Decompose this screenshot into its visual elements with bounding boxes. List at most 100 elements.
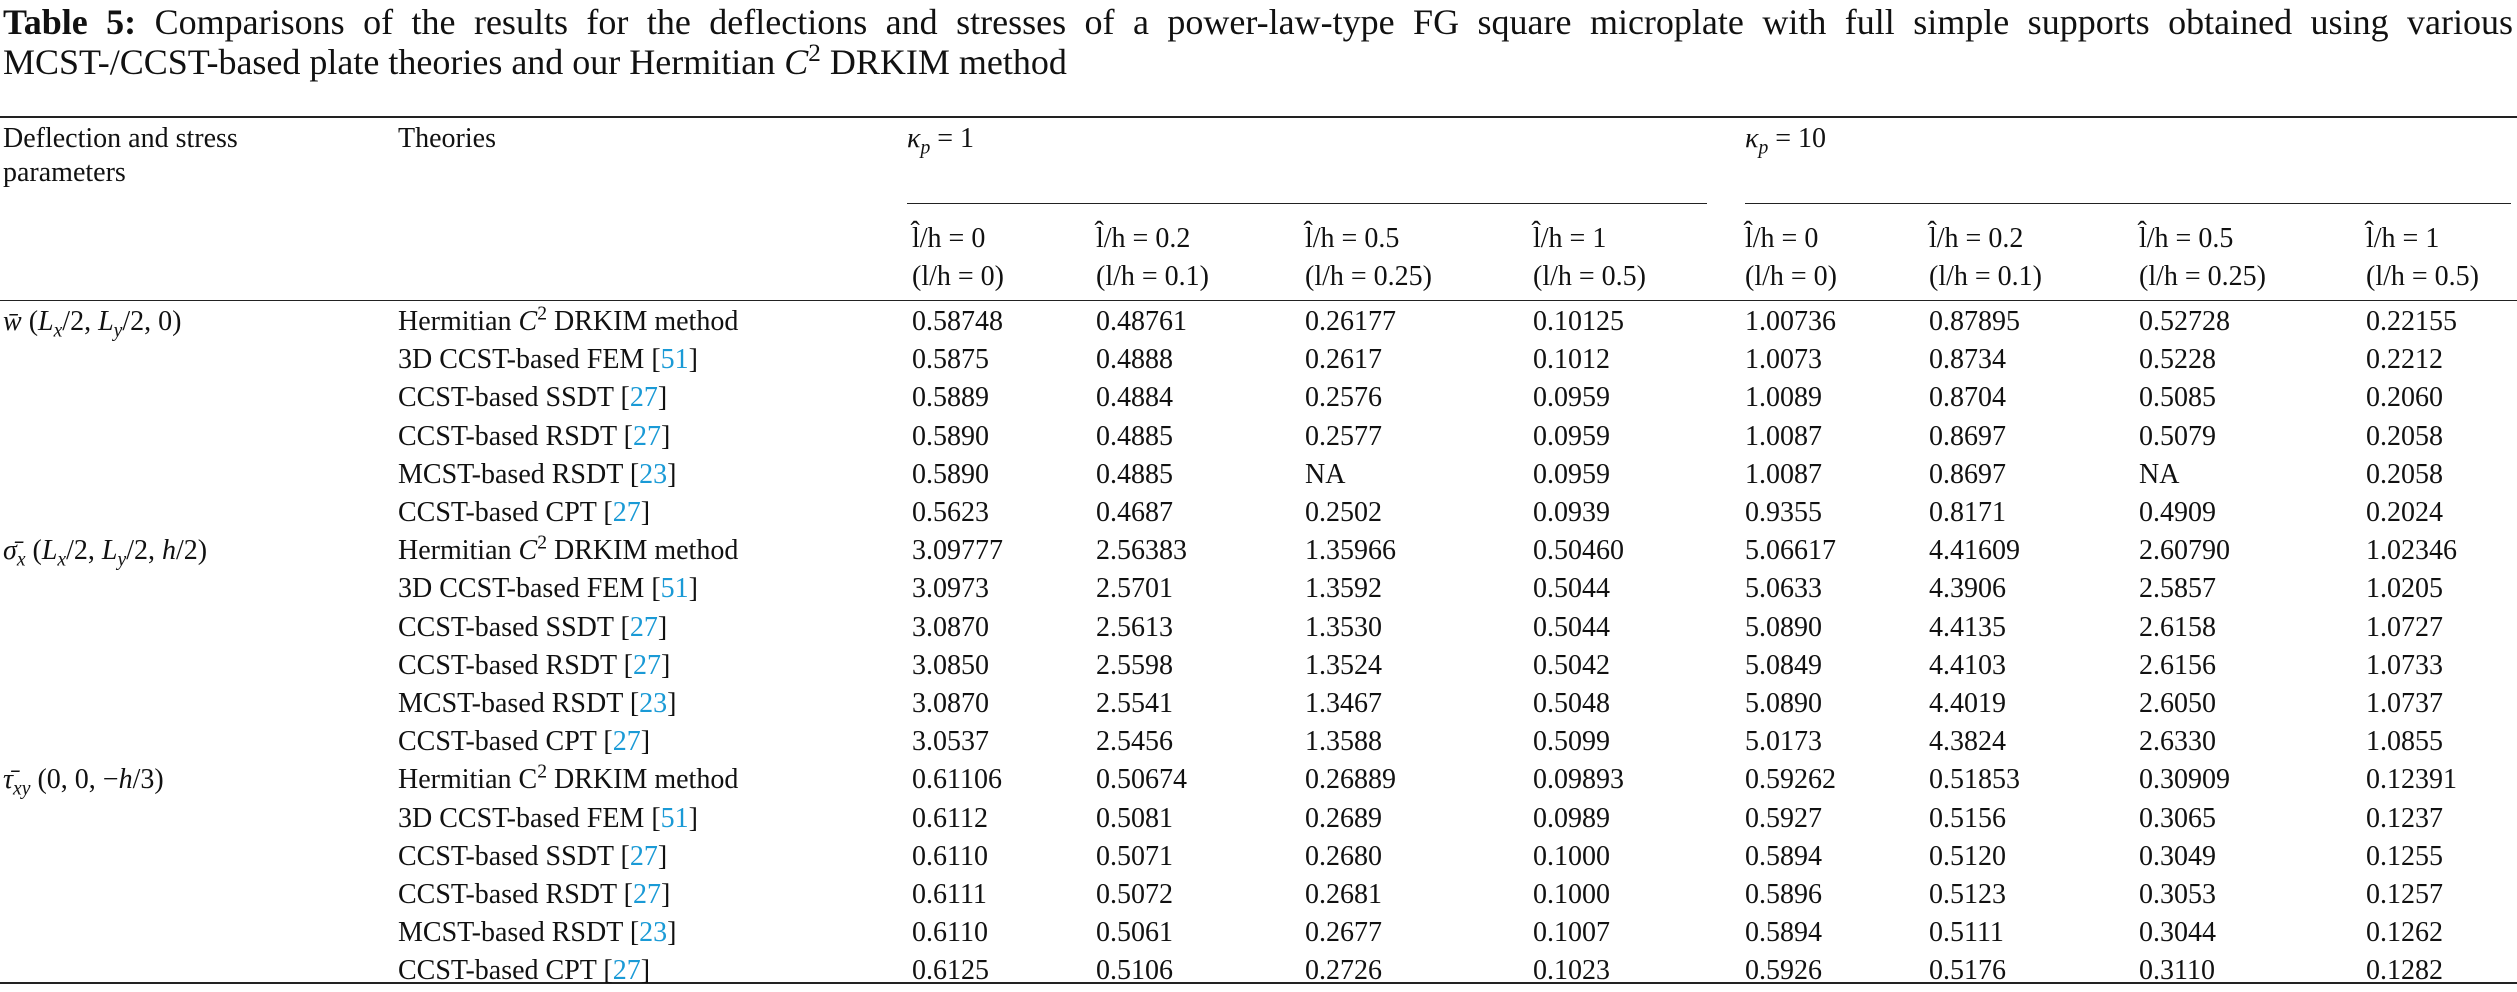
column-label: l̂/h = 1 — [2366, 223, 2440, 254]
value-cell: 2.56383 — [1096, 535, 1187, 567]
value-cell: 0.4888 — [1096, 344, 1173, 376]
column-label: (l/h = 0.5) — [1533, 261, 1646, 292]
value-cell: 1.0855 — [2366, 726, 2443, 758]
value-cell: 3.0870 — [912, 611, 989, 643]
value-cell: 0.5106 — [1096, 955, 1173, 987]
value-cell: NA — [1305, 458, 1346, 490]
reference[interactable]: 27 — [629, 611, 658, 643]
caption-label: Table 5: — [3, 2, 137, 42]
reference[interactable]: 51 — [660, 344, 689, 376]
top-rule — [0, 116, 2517, 118]
value-cell: 0.8697 — [1929, 458, 2006, 490]
value-cell: 0.5623 — [912, 497, 989, 528]
value-cell: 1.0089 — [1745, 382, 1822, 414]
subscript: x — [16, 549, 26, 571]
value-cell: 0.3044 — [2139, 917, 2216, 949]
value-cell: 0.5099 — [1533, 726, 1610, 758]
value-cell: 3.0870 — [912, 688, 989, 719]
value-cell: 0.5085 — [2139, 382, 2216, 414]
value-cell: 1.00736 — [1745, 306, 1836, 337]
value-cell: 0.2689 — [1305, 802, 1382, 834]
value-cell: 0.0959 — [1533, 420, 1610, 452]
value-cell: 0.2680 — [1305, 840, 1382, 872]
text-segment: CCST-based CPT [ — [398, 726, 613, 758]
subscript: p — [920, 137, 931, 159]
value-cell: 0.8734 — [1929, 344, 2006, 376]
reference[interactable]: 27 — [629, 840, 658, 872]
text-segment: ] — [660, 879, 671, 910]
math-symbol: σ̄ — [3, 535, 17, 567]
reference[interactable]: 27 — [612, 726, 641, 758]
math-symbol: C — [784, 42, 809, 82]
text-segment: ] — [660, 420, 671, 452]
value-cell: 2.6158 — [2139, 611, 2216, 643]
reference[interactable]: 27 — [632, 879, 661, 910]
text-segment: ] — [657, 840, 668, 872]
reference[interactable]: 23 — [639, 688, 668, 719]
value-cell: 0.4884 — [1096, 382, 1173, 414]
value-cell: 4.4135 — [1929, 611, 2006, 643]
reference[interactable]: 27 — [632, 649, 661, 681]
text-segment: /2) — [175, 535, 208, 567]
text-segment: CCST-based CPT [ — [398, 497, 613, 528]
subscript: xy — [13, 778, 31, 800]
group-label: κp = 10 — [1745, 122, 1826, 159]
value-cell: 0.1000 — [1533, 840, 1610, 872]
value-cell: 1.0205 — [2366, 573, 2443, 605]
reference[interactable]: 27 — [632, 420, 661, 452]
value-cell: 2.5598 — [1096, 649, 1173, 681]
value-cell: 0.4885 — [1096, 458, 1173, 490]
value-cell: 0.5081 — [1096, 802, 1173, 834]
theory-label: MCST-based RSDT [23] — [398, 458, 676, 492]
value-cell: 2.5857 — [2139, 573, 2216, 605]
text-segment: ] — [688, 344, 698, 376]
value-cell: 0.4909 — [2139, 497, 2216, 528]
value-cell: 1.3588 — [1305, 726, 1382, 758]
value-cell: 5.0849 — [1745, 649, 1822, 681]
column-label: l̂/h = 1 — [1533, 223, 1607, 254]
value-cell: 0.5044 — [1533, 611, 1610, 643]
value-cell: 0.2058 — [2366, 420, 2443, 452]
superscript: 2 — [537, 762, 547, 784]
value-cell: 0.5071 — [1096, 840, 1173, 872]
value-cell: 0.1023 — [1533, 955, 1610, 987]
value-cell: 1.35966 — [1305, 535, 1396, 567]
value-cell: 4.3906 — [1929, 573, 2006, 605]
theory-label: MCST-based RSDT [23] — [398, 687, 676, 721]
value-cell: 0.2726 — [1305, 955, 1382, 987]
value-cell: 5.0633 — [1745, 573, 1822, 605]
value-cell: 0.3053 — [2139, 879, 2216, 910]
text-segment: MCST-based RSDT [ — [398, 688, 640, 719]
parameter-label: σ̄x (Lx/2, Ly/2, h/2) — [3, 534, 208, 571]
value-cell: 0.9355 — [1745, 497, 1822, 528]
value-cell: 0.5079 — [2139, 420, 2216, 452]
reference[interactable]: 27 — [612, 955, 641, 987]
theory-label: 3D CCST-based FEM [51] — [398, 802, 698, 836]
value-cell: 0.5889 — [912, 382, 989, 414]
theory-label: Hermitian C2 DRKIM method — [398, 763, 738, 797]
text-segment: CCST-based RSDT [ — [398, 420, 633, 452]
reference[interactable]: 23 — [639, 917, 668, 949]
value-cell: 0.5061 — [1096, 917, 1173, 949]
reference[interactable]: 23 — [639, 458, 668, 490]
reference[interactable]: 51 — [660, 573, 689, 605]
parameter-label: w̄ (Lx/2, Ly/2, 0) — [3, 305, 181, 342]
text-segment: /2, — [62, 306, 99, 337]
text-segment: Hermitian C — [398, 764, 538, 796]
value-cell: 0.2677 — [1305, 917, 1382, 949]
text-segment: ] — [667, 917, 677, 949]
subscript: x — [53, 320, 63, 342]
reference[interactable]: 27 — [612, 497, 641, 528]
value-cell: 0.1000 — [1533, 879, 1610, 910]
math-symbol: C — [518, 306, 538, 337]
subscript: p — [1758, 137, 1769, 159]
value-cell: 0.1262 — [2366, 917, 2443, 949]
math-symbol: τ̄ — [3, 764, 14, 796]
bottom-rule — [0, 982, 2517, 984]
column-label: l̂/h = 0 — [912, 223, 986, 254]
reference[interactable]: 51 — [660, 802, 689, 834]
math-symbol: h — [118, 764, 133, 796]
reference[interactable]: 27 — [629, 382, 658, 414]
text-segment: CCST-based RSDT [ — [398, 649, 633, 681]
value-cell: 0.1282 — [2366, 955, 2443, 987]
